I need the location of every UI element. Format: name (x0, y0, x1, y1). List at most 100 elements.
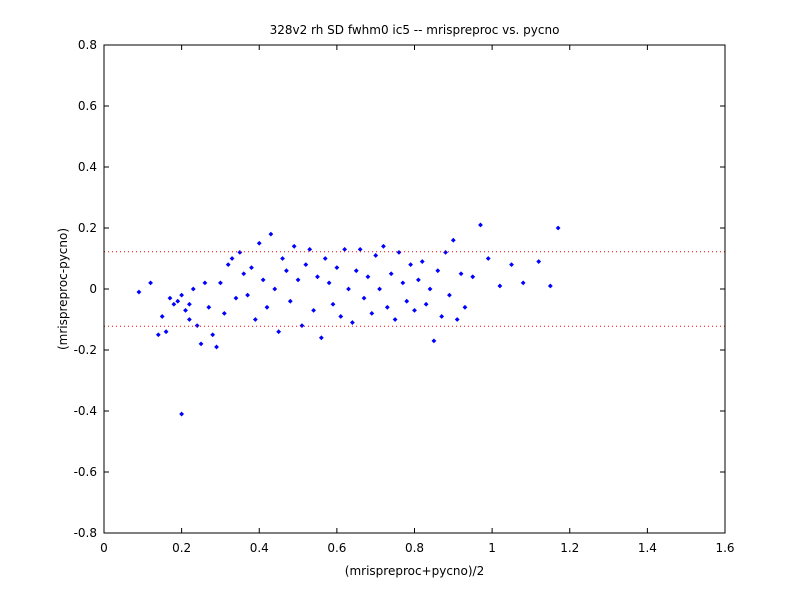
data-point (520, 280, 526, 286)
x-axis-label: (mrispreproc+pycno)/2 (345, 564, 484, 578)
x-tick-label: 0.2 (172, 541, 191, 555)
plot-frame (103, 44, 726, 534)
data-point (454, 317, 460, 322)
data-point (206, 304, 212, 310)
data-point (229, 256, 235, 261)
data-point (268, 231, 274, 237)
data-point (450, 237, 456, 243)
data-point (214, 344, 219, 350)
data-point (555, 225, 561, 231)
data-point (462, 304, 468, 310)
data-point (447, 292, 452, 298)
data-point (194, 323, 200, 328)
data-point (435, 268, 441, 274)
data-point (315, 274, 320, 280)
data-point (311, 307, 316, 313)
x-tick-label: 1.2 (560, 541, 579, 555)
data-point (252, 317, 258, 322)
data-point (159, 314, 165, 319)
chart-title: 328v2 rh SD fwhm0 ic5 -- mrispreproc vs.… (270, 23, 560, 37)
data-point (478, 222, 483, 228)
data-point (179, 411, 185, 417)
y-tick-label: -0.4 (74, 404, 97, 418)
data-point (330, 301, 336, 307)
data-point (423, 301, 429, 307)
data-point (237, 250, 243, 255)
data-point (346, 286, 351, 292)
data-point (536, 259, 542, 264)
data-point (373, 253, 379, 258)
data-point (155, 332, 161, 338)
data-point (408, 262, 414, 267)
y-tick-label: 0 (89, 282, 97, 296)
data-point (225, 262, 231, 267)
data-point (218, 280, 223, 286)
data-point (221, 311, 227, 316)
data-point (233, 295, 239, 301)
data-point (404, 298, 410, 304)
x-tick-label: 1.4 (638, 541, 657, 555)
data-point (412, 307, 417, 313)
data-point (202, 280, 208, 286)
y-tick-label: 0.8 (78, 38, 97, 52)
data-point (256, 240, 262, 246)
data-point (260, 277, 266, 283)
data-point (365, 274, 371, 280)
data-point (470, 274, 476, 280)
data-point (287, 298, 293, 304)
data-point (427, 286, 433, 292)
data-point (148, 280, 153, 286)
x-tick-label: 0.6 (327, 541, 346, 555)
data-point (396, 250, 402, 255)
data-point (361, 295, 367, 301)
data-point (322, 256, 328, 261)
data-points (136, 222, 561, 417)
data-point (183, 307, 188, 313)
data-point (353, 268, 359, 274)
data-point (509, 262, 514, 267)
data-point (485, 256, 491, 261)
data-point (497, 283, 503, 289)
data-point (342, 246, 348, 252)
data-point (299, 323, 305, 328)
data-point (291, 243, 297, 249)
data-point (338, 314, 344, 319)
data-point (186, 317, 192, 322)
data-point (241, 271, 247, 277)
data-point (384, 304, 390, 310)
y-tick-label: -0.6 (74, 465, 97, 479)
data-point (171, 301, 177, 307)
data-point (245, 292, 251, 298)
data-point (175, 298, 181, 304)
y-tick-label: 0.6 (78, 99, 97, 113)
reference-lines (104, 251, 725, 327)
data-point (547, 283, 553, 289)
data-point (280, 256, 285, 261)
data-point (334, 265, 340, 271)
data-point (318, 335, 324, 341)
data-point (276, 329, 282, 335)
x-tick-label: 1 (488, 541, 496, 555)
data-point (392, 317, 398, 322)
data-point (377, 286, 382, 292)
y-tick-label: 0.2 (78, 221, 97, 235)
data-point (179, 292, 185, 298)
data-point (350, 320, 355, 325)
y-tick-label: 0.4 (78, 160, 97, 174)
x-tick-label: 0 (100, 541, 108, 555)
x-tick-label: 1.6 (715, 541, 734, 555)
data-point (439, 314, 445, 319)
y-tick-label: -0.8 (74, 526, 97, 540)
y-axis-label: (mrispreproc-pycno) (56, 228, 70, 350)
axis-ticks: 0 0.2 0.4 0.6 0.8 1 1.2 1.4 1.6 0.8 0.6 0.4 0.2 0 -0.2… (74, 38, 735, 555)
x-tick-label: 0.4 (250, 541, 269, 555)
data-point (167, 295, 173, 301)
y-tick-label: -0.2 (74, 343, 97, 357)
data-point (458, 271, 464, 277)
data-point (419, 259, 425, 264)
data-point (326, 280, 332, 286)
data-point (431, 338, 437, 344)
data-point (303, 262, 309, 267)
data-point (415, 277, 421, 283)
